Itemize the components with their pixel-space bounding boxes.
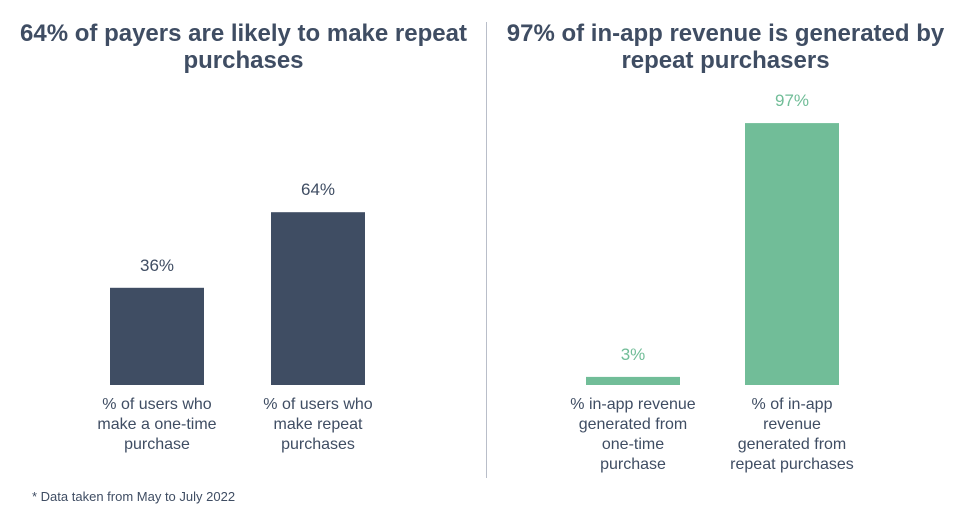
bar-value-label: 36% xyxy=(139,255,175,275)
bar-right-1 xyxy=(745,123,839,385)
chart-right: 97% of in-app revenue is generated by re… xyxy=(487,0,974,520)
chart-left: 64% of payers are likely to make repeat … xyxy=(20,20,467,453)
panel-divider xyxy=(486,22,487,478)
bar-left-0 xyxy=(110,287,204,385)
chart-title-left: 64% of payers are likely to make repeat … xyxy=(20,20,467,74)
chart-title-right: 97% of in-app revenue is generated by re… xyxy=(506,20,945,74)
bar-value-label: 64% xyxy=(300,180,336,200)
category-label: % of in-app revenue generated from repeat p… xyxy=(730,396,854,473)
category-label: % of users who make a one-time purchase xyxy=(97,396,217,453)
category-label: % in-app revenue generated from one-time pu… xyxy=(570,396,696,473)
bar-right-0 xyxy=(586,376,680,385)
footnote: * Data taken from May to July 2022 xyxy=(32,489,236,504)
category-label: % of users who make repeat purchases xyxy=(263,396,373,453)
bar-left-1 xyxy=(271,212,365,385)
bar-value-label: 97% xyxy=(774,91,810,111)
bar-value-label: 3% xyxy=(620,344,646,364)
plot-left xyxy=(110,212,365,385)
plot-right xyxy=(586,123,839,385)
